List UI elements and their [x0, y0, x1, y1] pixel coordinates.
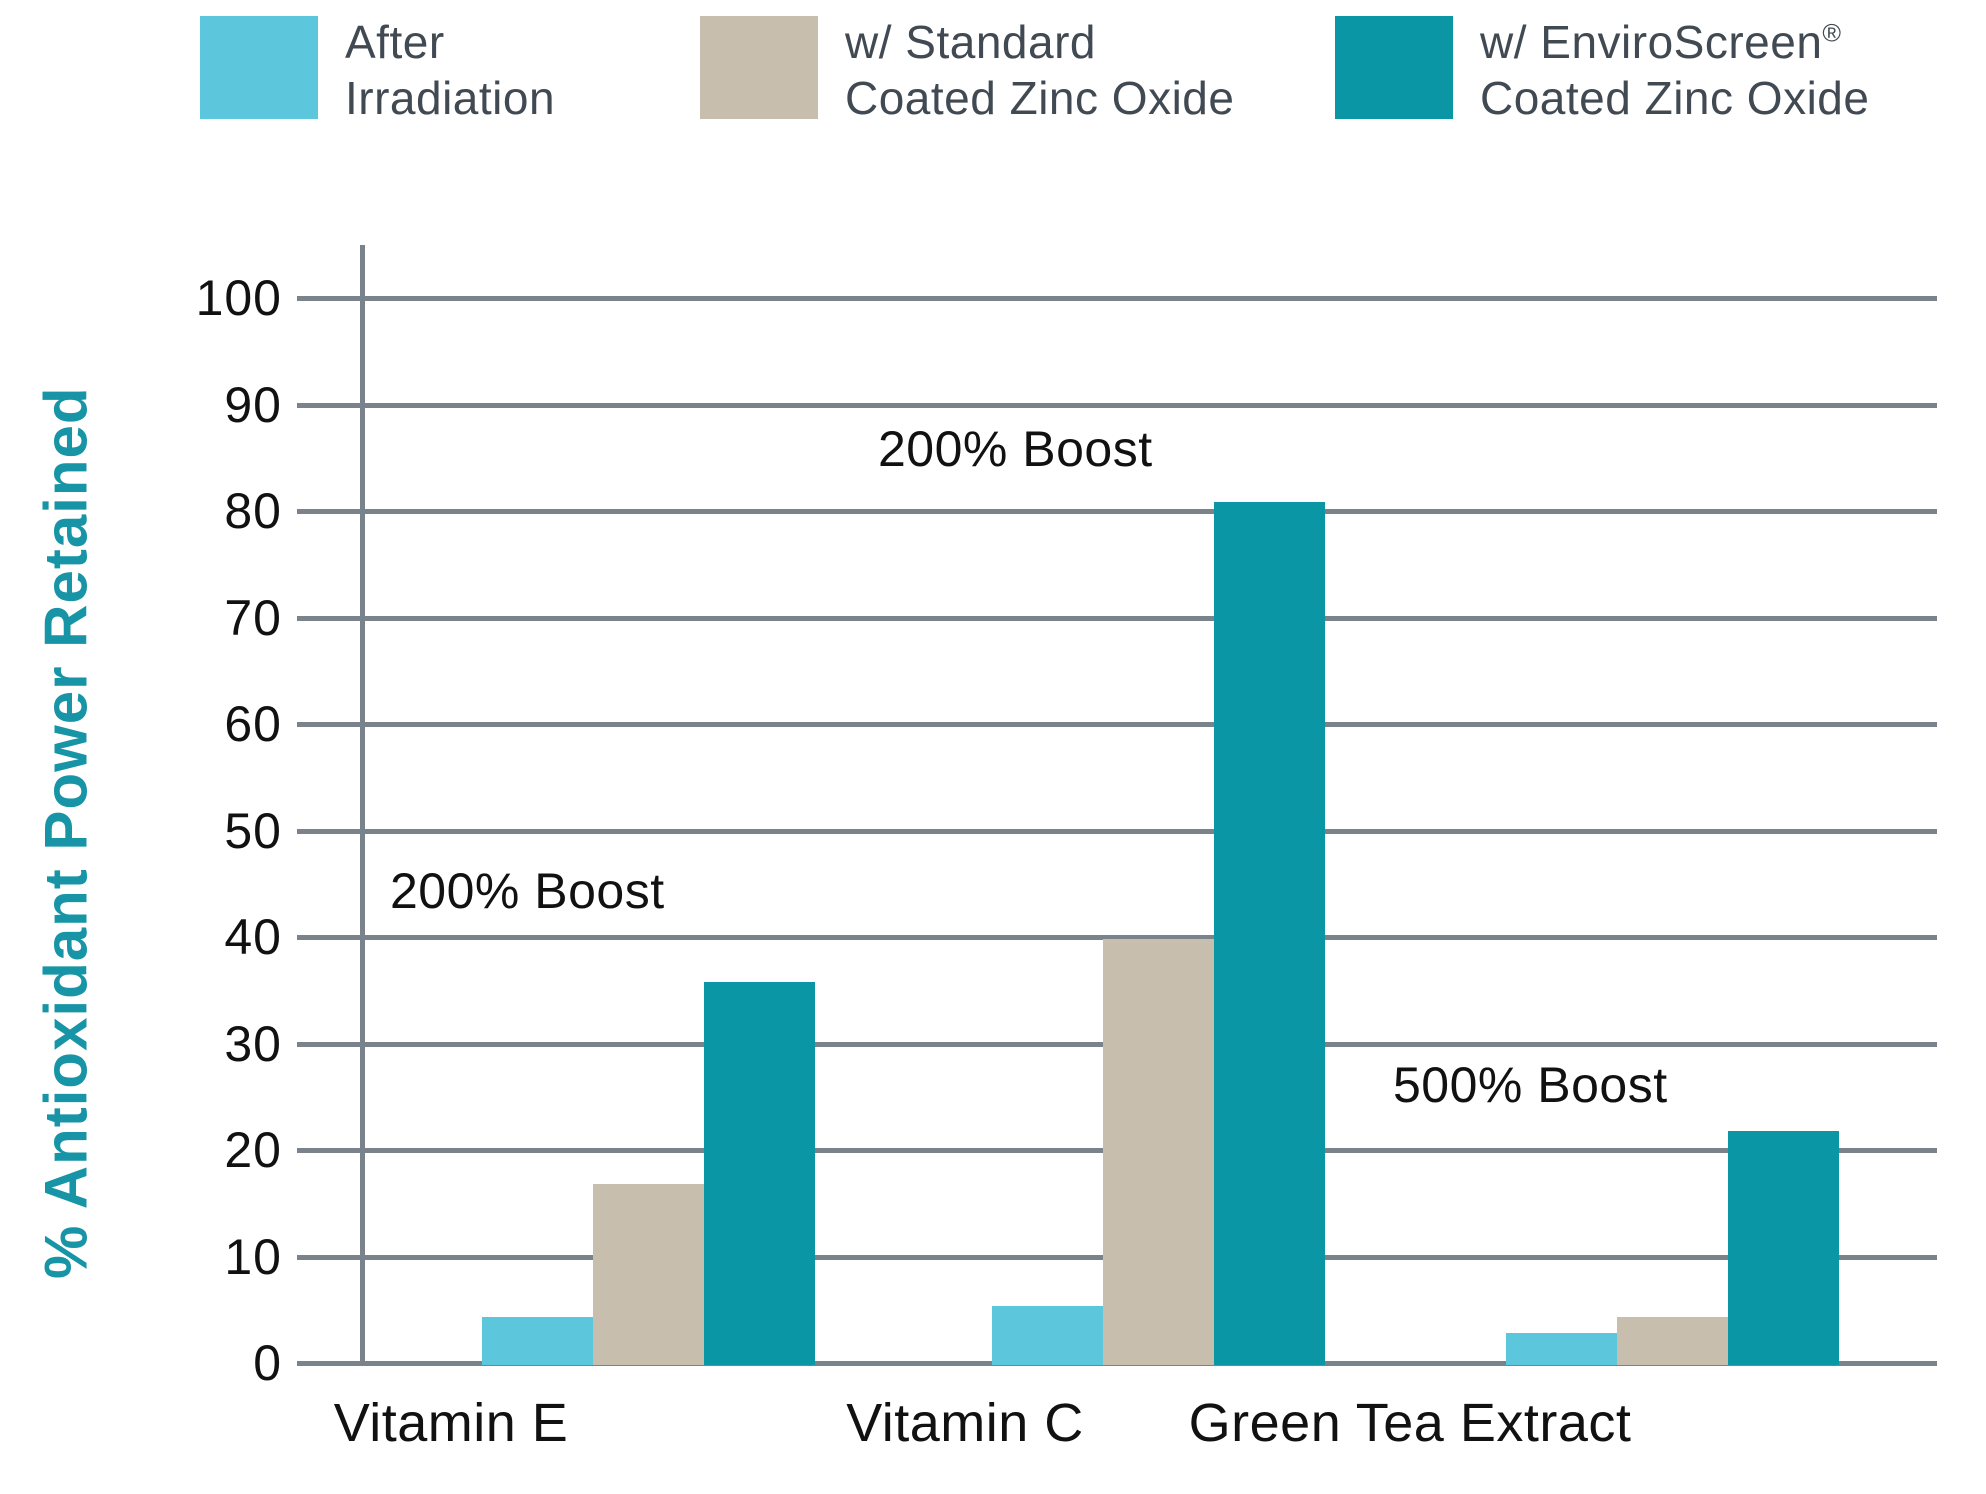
bar-vitamin-e-after-irradiation — [482, 1317, 593, 1365]
y-gridline-60 — [297, 722, 1937, 727]
y-axis-line — [360, 245, 365, 1366]
y-gridline-90 — [297, 402, 1937, 408]
y-gridline-40 — [297, 935, 1937, 940]
y-tick-label-20: 20 — [224, 1122, 282, 1178]
x-axis-label-vitamin-c: Vitamin C — [846, 1393, 1084, 1453]
bar-vitamin-c-after-irradiation — [992, 1306, 1103, 1365]
y-tick-label-100: 100 — [195, 270, 282, 326]
bar-green-tea-extract-after-irradiation — [1506, 1333, 1617, 1365]
legend-swatch-standard-coated-zinc-oxide — [700, 16, 818, 119]
legend-label-line1: w/ Standard — [845, 16, 1096, 68]
y-gridline-50 — [297, 828, 1937, 834]
y-tick-label-80: 80 — [224, 483, 282, 539]
legend-label-line2: Irradiation — [345, 72, 556, 125]
annotation-boost-vitamin-e: 200% Boost — [390, 863, 665, 919]
y-tick-label-30: 30 — [224, 1015, 282, 1072]
bar-vitamin-e-w-enviroscreen-coated-zinc-oxide — [704, 982, 815, 1365]
legend-label-line2: Coated Zinc Oxide — [1480, 72, 1870, 125]
legend-swatch-after-irradiation — [200, 16, 318, 119]
y-tick-label-70: 70 — [224, 589, 282, 646]
bar-vitamin-e-w-standard-coated-zinc-oxide — [593, 1184, 704, 1365]
legend-label-line1: w/ EnviroScreen — [1480, 16, 1823, 68]
bar-vitamin-c-w-standard-coated-zinc-oxide — [1103, 939, 1214, 1365]
y-tick-label-50: 50 — [224, 802, 282, 859]
bar-green-tea-extract-w-standard-coated-zinc-oxide — [1617, 1317, 1728, 1365]
y-tick-label-60: 60 — [224, 696, 282, 752]
y-tick-label-10: 10 — [224, 1228, 282, 1285]
legend-label-enviroscreen-coated-zinc-oxide: w/ EnviroScreen® Coated Zinc Oxide — [1480, 14, 1869, 126]
x-axis-label-green-tea-extract: Green Tea Extract — [1188, 1393, 1632, 1453]
x-axis-label-vitamin-e: Vitamin E — [333, 1393, 569, 1453]
bar-green-tea-extract-w-enviroscreen-coated-zinc-oxide — [1728, 1131, 1839, 1365]
y-tick-label-90: 90 — [224, 376, 282, 433]
legend-label-line2: Coated Zinc Oxide — [845, 72, 1235, 125]
legend-label-after-irradiation: After Irradiation — [345, 14, 555, 126]
annotation-boost-green-tea-extract: 500% Boost — [1393, 1057, 1668, 1113]
legend-label-line1: After — [345, 16, 445, 68]
y-gridline-100 — [297, 296, 1937, 301]
y-gridline-80 — [297, 509, 1937, 514]
y-tick-label-40: 40 — [224, 909, 282, 965]
y-gridline-70 — [297, 615, 1937, 621]
legend-swatch-enviroscreen-coated-zinc-oxide — [1335, 16, 1453, 119]
y-tick-label-0: 0 — [253, 1335, 282, 1391]
registered-mark: ® — [1822, 19, 1842, 48]
bar-vitamin-c-w-enviroscreen-coated-zinc-oxide — [1214, 502, 1325, 1365]
legend-label-standard-coated-zinc-oxide: w/ Standard Coated Zinc Oxide — [845, 14, 1234, 126]
annotation-boost-vitamin-c: 200% Boost — [878, 421, 1153, 477]
